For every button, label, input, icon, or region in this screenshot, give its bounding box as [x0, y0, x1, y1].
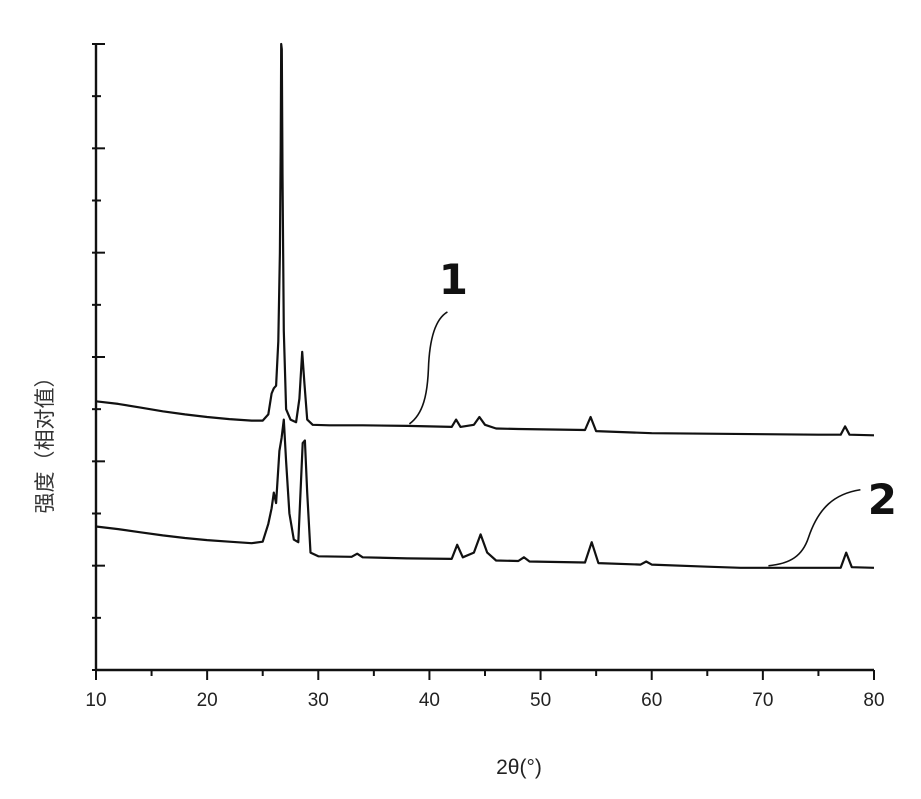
x-axis-label: 2θ(°)	[496, 756, 542, 779]
x-tick-label: 60	[641, 690, 662, 711]
annotation-leader-1	[408, 311, 448, 425]
x-tick-labels: 10 20 30 40 50 60 70 80	[85, 690, 884, 711]
x-ticks	[95, 670, 875, 680]
x-tick-label: 40	[419, 690, 440, 711]
series-line-1	[95, 42, 875, 437]
series-annotation-2: 2	[868, 475, 897, 524]
series-annotations: 12	[408, 255, 897, 567]
plot-area: 10 20 30 40 50 60 70 80 12	[85, 42, 897, 711]
x-tick-label: 80	[863, 690, 884, 711]
x-tick-label: 20	[197, 690, 218, 711]
x-tick-label: 50	[530, 690, 551, 711]
y-ticks	[92, 43, 105, 671]
annotation-leader-2	[768, 488, 861, 567]
x-tick-label: 10	[85, 690, 106, 711]
series-line-2	[95, 418, 875, 569]
y-axis-label: 强度（相对值）	[33, 367, 57, 514]
x-tick-label: 70	[752, 690, 773, 711]
series-lines	[95, 42, 875, 569]
series-annotation-1: 1	[439, 255, 468, 304]
x-tick-label: 30	[308, 690, 329, 711]
